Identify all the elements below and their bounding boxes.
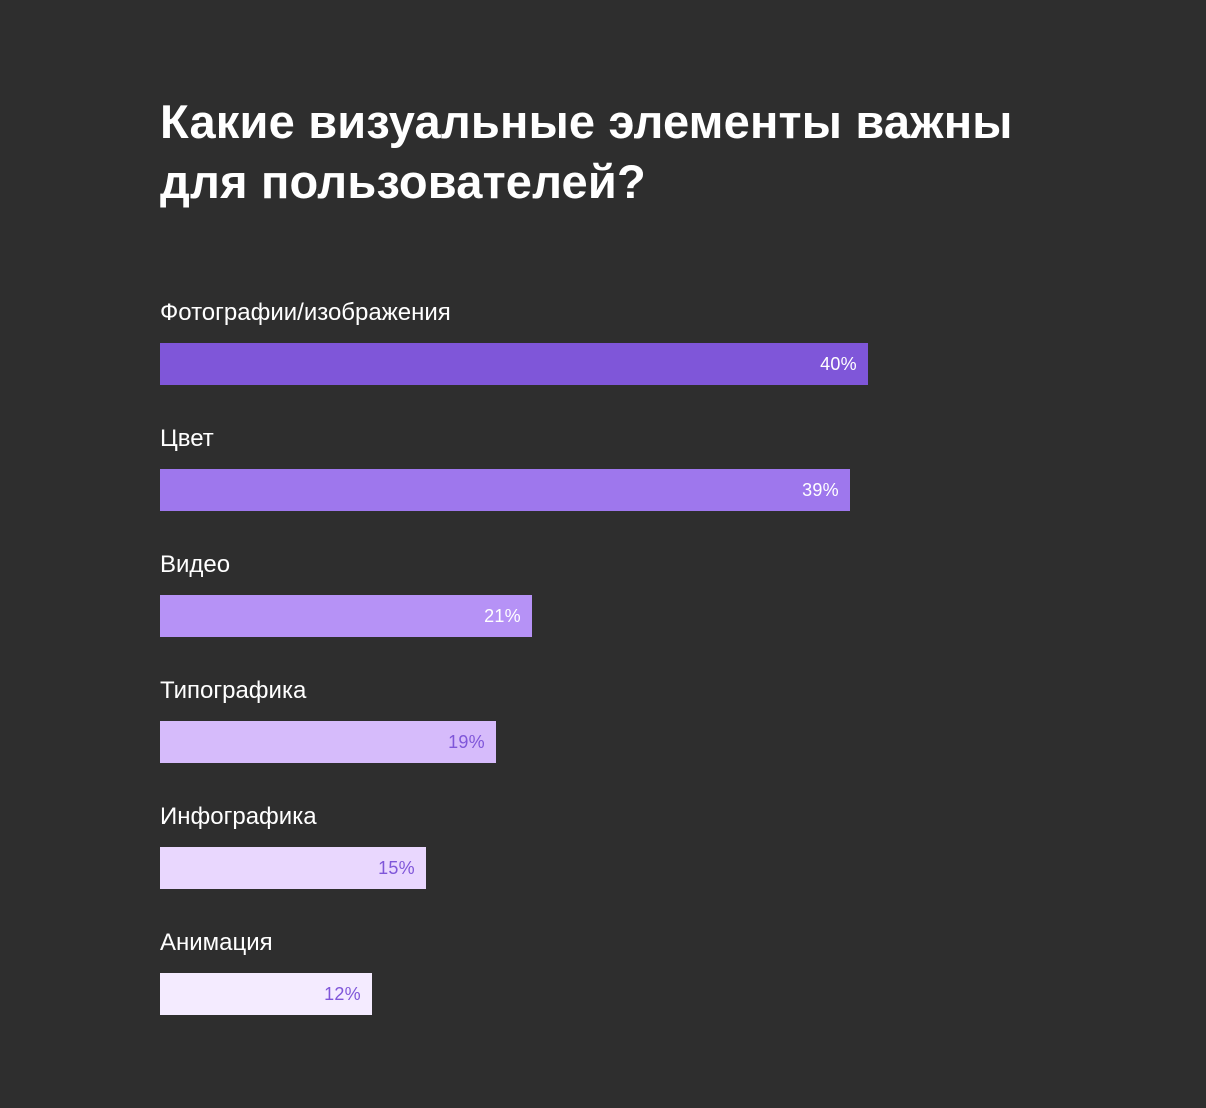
bar-value-label: 39% bbox=[802, 480, 839, 500]
bar-value-label: 21% bbox=[484, 606, 521, 626]
bar-category-label: Видео bbox=[160, 551, 231, 578]
bar-item: Фотографии/изображения 40% bbox=[160, 296, 1060, 422]
bar-category-label: Инфографика bbox=[160, 803, 317, 830]
bar-category-label: Типографика bbox=[160, 677, 307, 704]
bar-value-label: 15% bbox=[378, 858, 415, 878]
bar-value-label: 19% bbox=[448, 732, 485, 752]
bar: 19% bbox=[160, 721, 496, 763]
bar: 12% bbox=[160, 973, 372, 1015]
bar-item: Инфографика 15% bbox=[160, 800, 1060, 926]
bar: 40% bbox=[160, 343, 868, 385]
bar-item: Цвет 39% bbox=[160, 422, 1060, 548]
chart-title: Какие визуальные элементы важны для поль… bbox=[160, 95, 1013, 208]
bar-category-label: Фотографии/изображения bbox=[160, 299, 451, 326]
bar: 39% bbox=[160, 469, 850, 511]
bar: 21% bbox=[160, 595, 532, 637]
bar-category-label: Анимация bbox=[160, 929, 273, 956]
bar: 15% bbox=[160, 847, 426, 889]
bar-value-label: 40% bbox=[820, 354, 857, 374]
bar-item: Анимация 12% bbox=[160, 926, 1060, 1052]
bar-chart: Фотографии/изображения 40% Цвет 39% Видео 21%… bbox=[160, 296, 1060, 1052]
bar-category-label: Цвет bbox=[160, 425, 214, 452]
bar-item: Типографика 19% bbox=[160, 674, 1060, 800]
bar-value-label: 12% bbox=[324, 984, 361, 1004]
bar-item: Видео 21% bbox=[160, 548, 1060, 674]
